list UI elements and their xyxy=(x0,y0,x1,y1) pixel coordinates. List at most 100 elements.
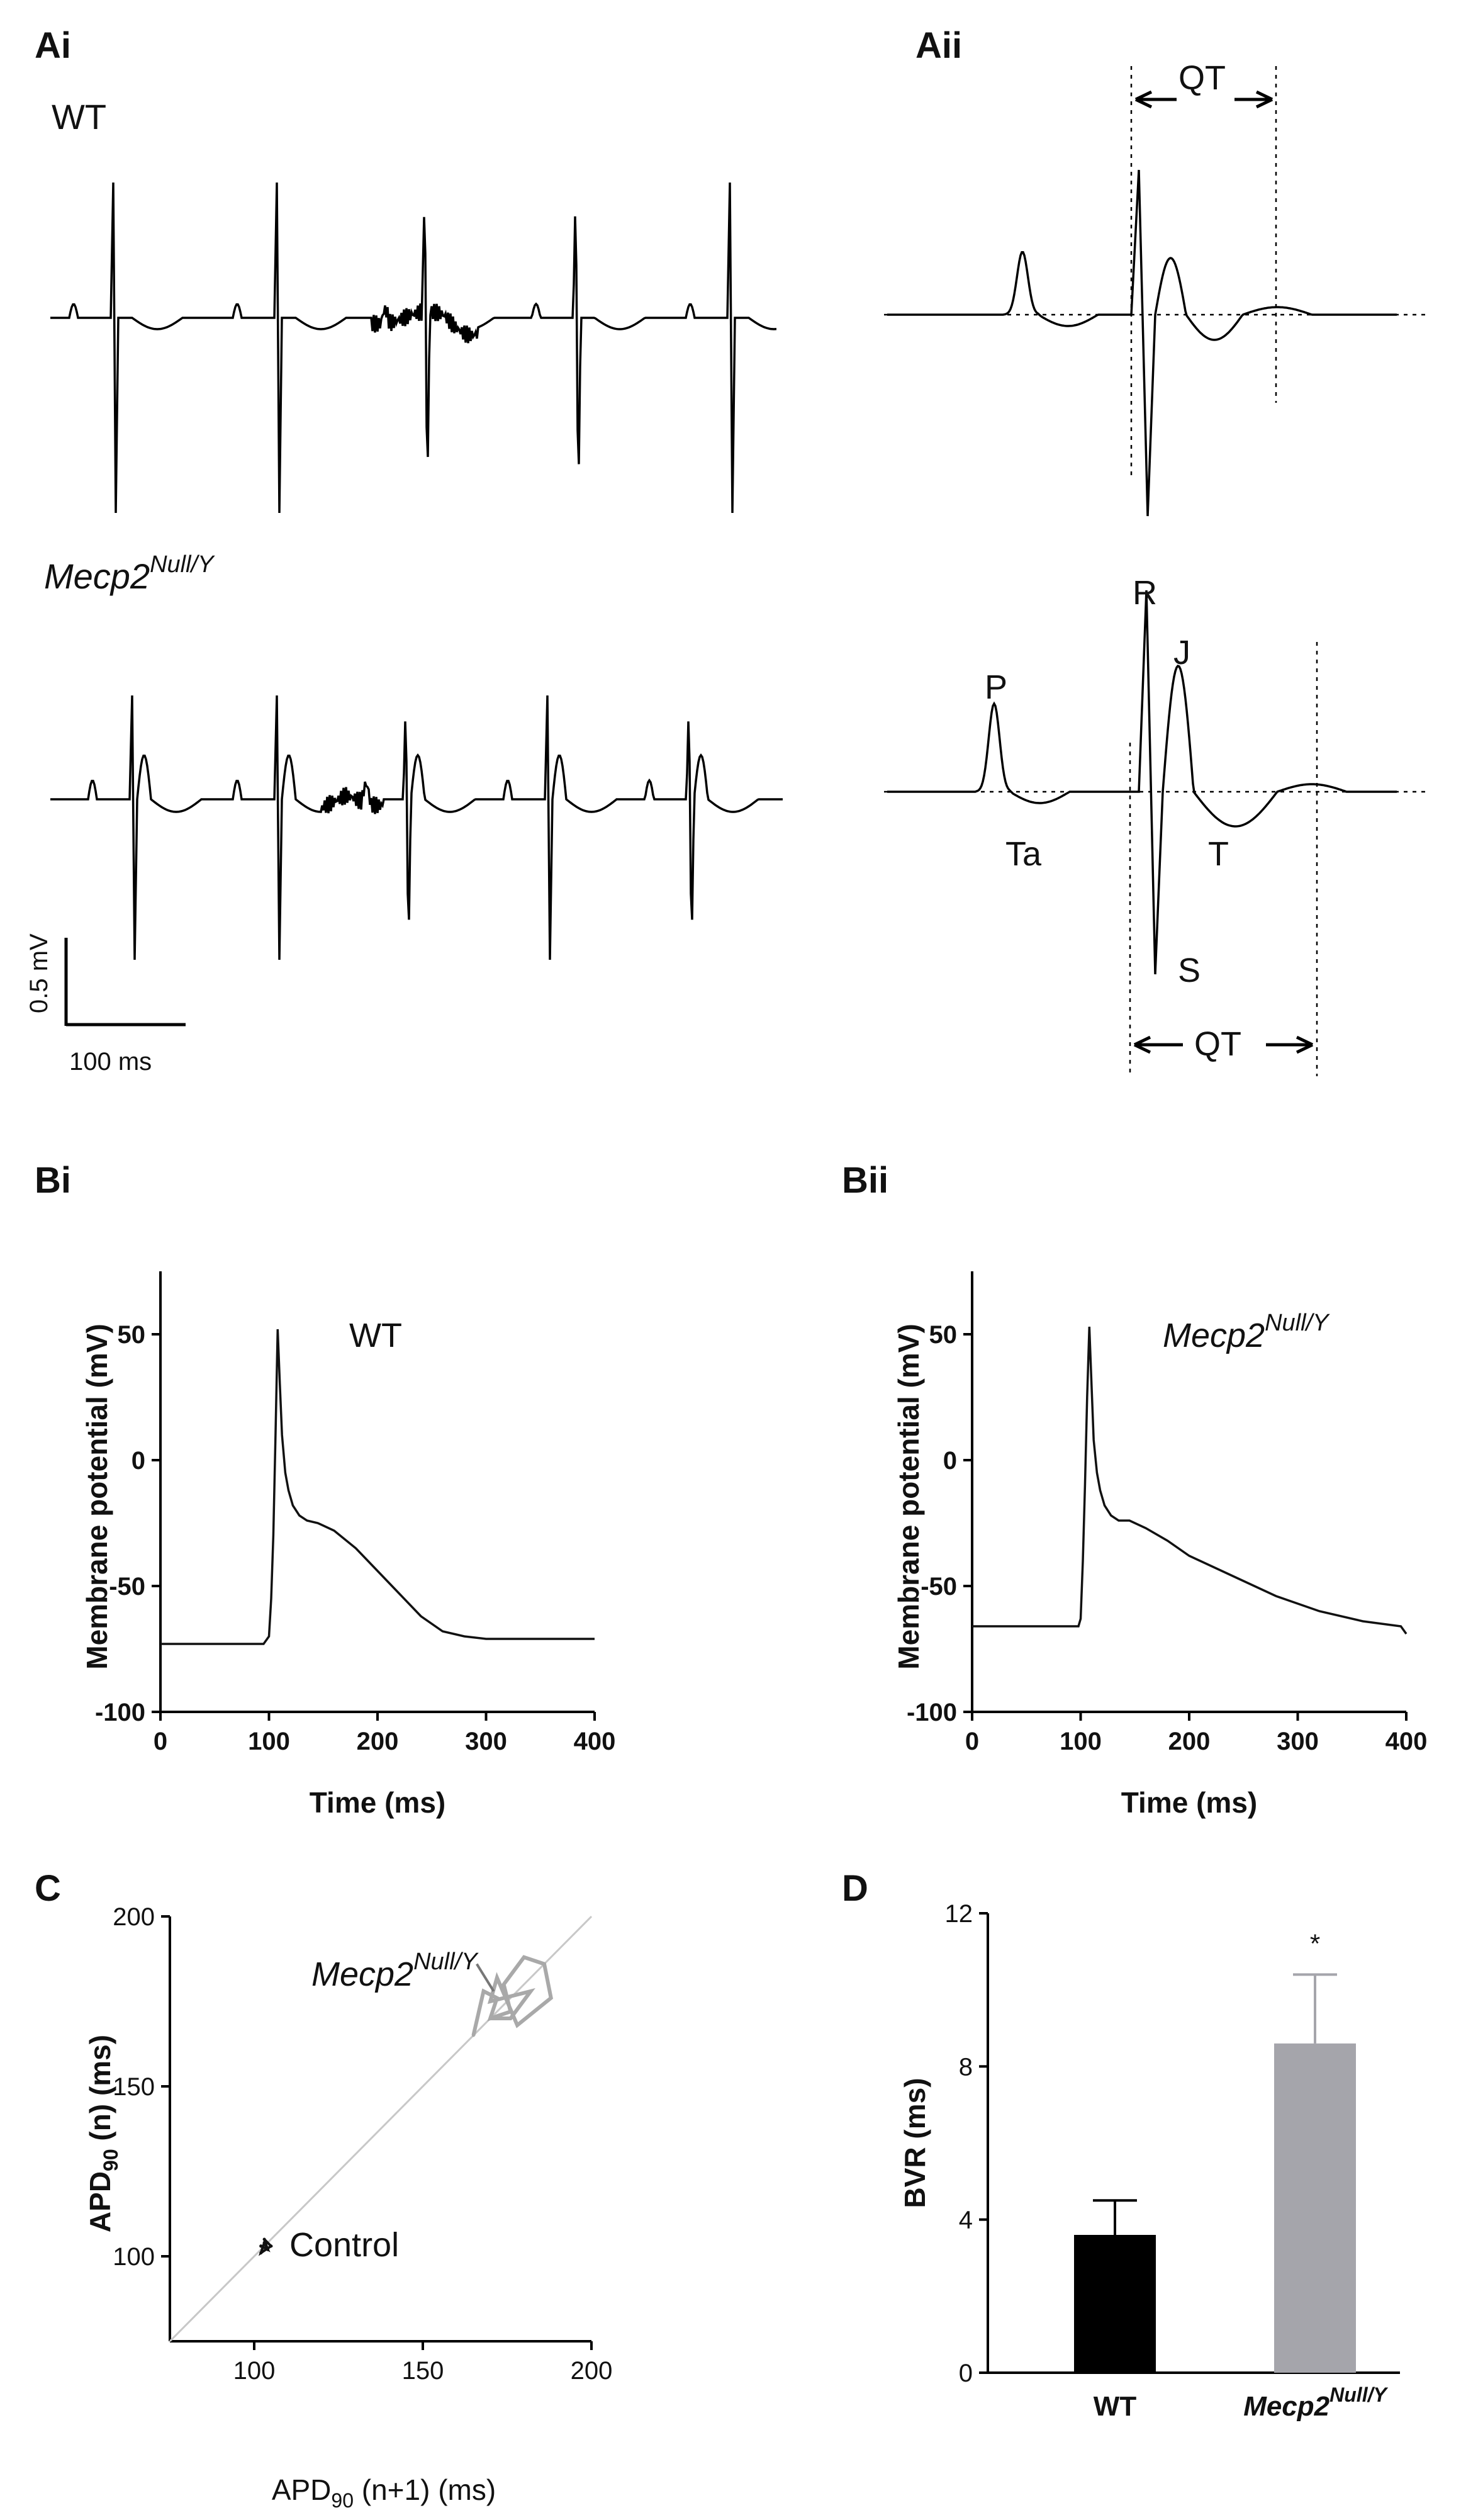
wave-label-s: S xyxy=(1178,952,1201,989)
d-y-axis-title: BVR (ms) xyxy=(898,2078,931,2208)
d-category-main: Mecp2 xyxy=(1243,2391,1329,2422)
Bi-y-tick-label: -50 xyxy=(109,1573,145,1600)
Bii-x-tick-label: 100 xyxy=(1060,1728,1102,1755)
c-series-1-point xyxy=(508,2010,512,2013)
c-series-1-point xyxy=(508,2017,512,2020)
c-xlabel-main: APD xyxy=(272,2473,332,2506)
c-ylabel-main: APD xyxy=(84,2171,116,2232)
panel-label-bi: Bi xyxy=(35,1160,71,1201)
bii-x-axis-title: Time (ms) xyxy=(1121,1786,1257,1819)
c-x-axis-title: APD90 (n+1) (ms) xyxy=(272,2473,496,2512)
d-bar-0 xyxy=(1074,2235,1156,2373)
chart-c: APD90 (n) (ms) APD90 (n+1) (ms) Control … xyxy=(84,1903,612,2512)
Bi-y-tick-label: 50 xyxy=(118,1321,146,1349)
Bii-x-tick-label: 0 xyxy=(965,1728,979,1755)
qt-arrow-left-top xyxy=(1134,90,1177,109)
chart-bi: WT Membrane potential (mV) Time (ms) 0 10… xyxy=(81,1271,615,1819)
bii-annotation-sup: Null/Y xyxy=(1265,1310,1330,1336)
c-series-0-point xyxy=(266,2247,269,2251)
c-series-1-point xyxy=(495,1996,499,2000)
c-xlabel-rest: (n+1) (ms) xyxy=(354,2473,496,2506)
c-y-tick-label: 150 xyxy=(113,2073,155,2101)
c-y-tick-label: 200 xyxy=(113,1903,155,1931)
qt-label-top: QT xyxy=(1178,59,1226,97)
qt-arrow-left-bottom xyxy=(1133,1035,1183,1054)
c-series-0-point xyxy=(259,2251,263,2255)
ecg-trace-mecp2 xyxy=(50,695,783,960)
d-category-label-1: Mecp2Null/Y xyxy=(1243,2383,1388,2422)
c-ylabel-rest: (n) (ms) xyxy=(84,2035,116,2149)
c-series-1-point xyxy=(515,2023,519,2027)
Bi-series-line xyxy=(160,1329,595,1645)
panel-label-aii: Aii xyxy=(915,25,962,66)
bii-annotation: Mecp2Null/Y xyxy=(1163,1310,1330,1354)
c-identity-line xyxy=(169,1915,593,2343)
mecp2-trace-label-sup: Null/Y xyxy=(150,551,215,578)
bii-annotation-main: Mecp2 xyxy=(1163,1317,1265,1354)
Bii-x-tick-label: 300 xyxy=(1277,1728,1319,1755)
d-y-tick-label: 8 xyxy=(959,2053,973,2081)
c-y-axis-title: APD90 (n) (ms) xyxy=(84,2035,122,2232)
c-series-0-point xyxy=(259,2244,263,2248)
d-bar-1 xyxy=(1274,2043,1356,2373)
c-x-tick-label: 200 xyxy=(571,2357,613,2385)
wave-label-j: J xyxy=(1173,634,1190,672)
d-y-tick-label: 4 xyxy=(959,2207,973,2234)
c-series-1-point xyxy=(471,2033,475,2037)
wave-label-p: P xyxy=(985,668,1007,706)
Bi-x-tick-label: 300 xyxy=(465,1728,507,1755)
c-series-1-point xyxy=(488,2017,492,2020)
chart-bii: Mecp2Null/Y Membrane potential (mV) Time… xyxy=(892,1271,1427,1819)
c-series-label-mecp2: Mecp2Null/Y xyxy=(311,1949,479,1993)
d-significance-1: * xyxy=(1310,1928,1320,1958)
chart-d: BVR (ms) 0 4 8 12 WT * Mecp2Null/Y xyxy=(898,1900,1400,2422)
Bii-x-tick-label: 400 xyxy=(1385,1728,1428,1755)
c-x-tick-label: 150 xyxy=(402,2357,444,2385)
wave-label-ta: Ta xyxy=(1005,835,1042,873)
c-series-1-point xyxy=(495,1976,499,1979)
panel-label-c: C xyxy=(35,1868,61,1909)
c-series-1-point xyxy=(502,1983,506,1986)
bi-y-axis-title: Membrane potential (mV) xyxy=(81,1324,113,1670)
Bii-x-tick-label: 200 xyxy=(1168,1728,1211,1755)
c-series-label-control: Control xyxy=(289,2226,399,2264)
panel-label-bii: Bii xyxy=(842,1160,888,1201)
ecg-beat-mecp2 xyxy=(887,590,1397,975)
Bi-x-tick-label: 200 xyxy=(357,1728,399,1755)
d-category-label-0: WT xyxy=(1094,2391,1137,2422)
wt-trace-label: WT xyxy=(52,97,106,137)
c-y-tick-label: 100 xyxy=(113,2243,155,2271)
Bii-y-tick-label: -100 xyxy=(907,1699,957,1726)
panel-label-ai: Ai xyxy=(35,25,71,66)
c-series-1-point xyxy=(549,1996,553,2000)
wave-label-t: T xyxy=(1208,835,1229,873)
d-y-tick-label: 12 xyxy=(945,1900,973,1928)
Bi-x-tick-label: 400 xyxy=(574,1728,616,1755)
mecp2-trace-label: Mecp2Null/Y xyxy=(44,551,215,596)
Bii-y-tick-label: 0 xyxy=(943,1447,957,1475)
ecg-beat-wt xyxy=(887,169,1397,517)
Bi-y-tick-label: -100 xyxy=(95,1699,145,1726)
mecp2-trace-label-main: Mecp2 xyxy=(44,556,150,596)
c-xlabel-sub: 90 xyxy=(331,2489,354,2512)
Bii-y-tick-label: 50 xyxy=(929,1321,958,1349)
c-series-1-point xyxy=(481,1989,485,1993)
qt-arrow-right-bottom xyxy=(1266,1035,1314,1054)
c-series-0-point xyxy=(262,2241,266,2244)
c-series-1-point xyxy=(542,1962,546,1966)
c-series-0-point xyxy=(262,2237,266,2241)
panel-label-d: D xyxy=(842,1868,868,1909)
d-category-main: WT xyxy=(1094,2391,1137,2422)
Bi-y-tick-label: 0 xyxy=(132,1447,145,1475)
c-series-1-point xyxy=(522,1955,526,1959)
d-category-sup: Null/Y xyxy=(1329,2383,1388,2406)
Bii-series-line xyxy=(972,1326,1408,1635)
c-series-1-point xyxy=(488,2000,492,2003)
c-series-0-point xyxy=(269,2244,273,2248)
ecg-trace-wt xyxy=(50,182,777,514)
bi-x-axis-title: Time (ms) xyxy=(310,1786,445,1819)
qt-label-bottom: QT xyxy=(1194,1025,1241,1063)
bii-y-axis-title: Membrane potential (mV) xyxy=(892,1324,925,1670)
bi-annotation: WT xyxy=(349,1317,402,1354)
